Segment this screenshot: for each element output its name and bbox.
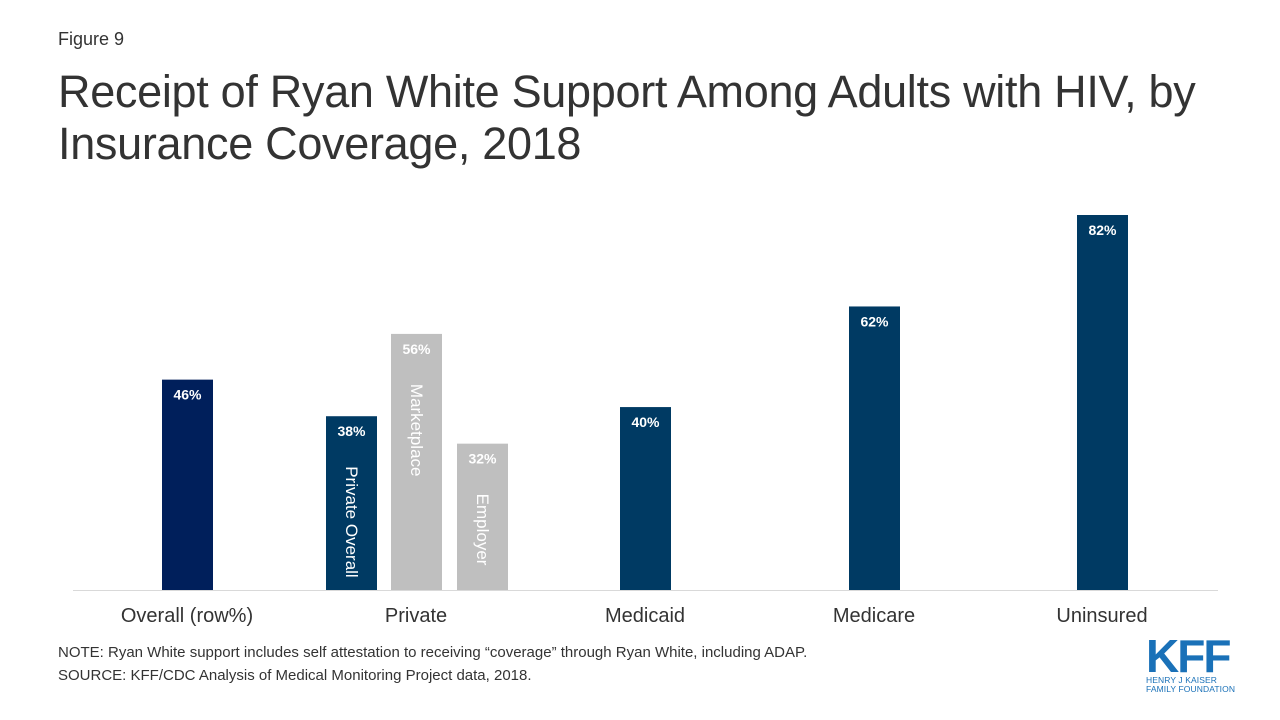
bar-value-label: 40% (631, 414, 660, 430)
bar-inner-label: Private Overall (342, 466, 361, 577)
bar-inner-label: Marketplace (407, 384, 426, 477)
logo-line2: FAMILY FOUNDATION (1146, 684, 1236, 694)
logo-mark: KFF (1146, 630, 1231, 682)
kff-logo: KFF HENRY J KAISER FAMILY FOUNDATION (1146, 630, 1236, 698)
category-tick-label: Uninsured (1056, 605, 1147, 627)
category-tick-label: Medicare (833, 605, 915, 627)
category-tick-label: Private (385, 605, 447, 627)
bar-value-label: 62% (860, 313, 889, 329)
bar (620, 407, 671, 590)
bar-value-label: 32% (468, 451, 497, 467)
chart-note: NOTE: Ryan White support includes self a… (58, 644, 808, 661)
bar-value-label: 82% (1088, 222, 1117, 238)
bar (391, 333, 442, 590)
bar-value-label: 46% (173, 387, 202, 403)
chart-source: SOURCE: KFF/CDC Analysis of Medical Moni… (58, 667, 532, 684)
bar-inner-label: Employer (473, 494, 492, 566)
bar (326, 416, 377, 590)
bar-value-label: 56% (402, 341, 431, 357)
bar (1077, 215, 1128, 590)
chart-title: Receipt of Ryan White Support Among Adul… (58, 66, 1196, 169)
bar (162, 379, 213, 590)
logo-line1: HENRY J KAISER (1146, 675, 1217, 685)
bar (457, 443, 508, 590)
figure-label: Figure 9 (58, 29, 125, 49)
category-tick-label: Overall (row%) (121, 605, 253, 627)
bar-value-label: 38% (337, 423, 366, 439)
category-tick-label: Medicaid (605, 605, 685, 627)
bar (849, 306, 900, 590)
